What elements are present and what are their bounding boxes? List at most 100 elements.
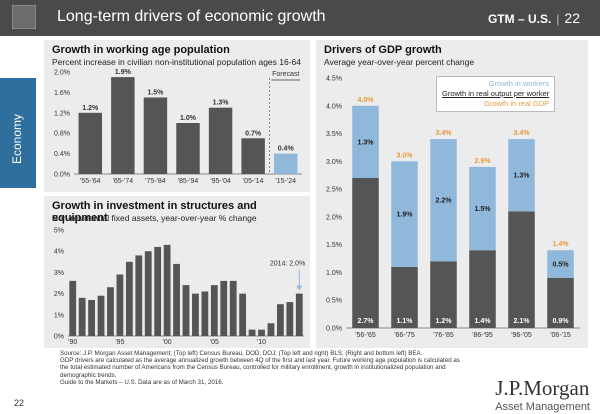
gdp-total-label: 2.9% [475,158,492,165]
y-tick-label: 1.0% [326,270,342,277]
bar [116,274,124,336]
gdp-total-label: 4.0% [358,97,375,104]
output-label: 1.1% [397,318,414,325]
bar-output-per-worker [391,266,418,328]
bar [69,280,77,336]
bar [273,153,298,174]
bar-workers [547,250,574,278]
y-tick-label: 1% [54,312,64,319]
y-tick-label: 0% [54,334,64,341]
y-tick-label: 5% [54,228,64,235]
y-tick-label: 3% [54,270,64,277]
y-tick-label: 2.0% [54,70,70,77]
y-tick-label: 1.2% [54,110,70,117]
bar [97,295,105,336]
x-tick-label: '55-'64 [80,178,101,185]
panel-working-age: Growth in working age population Percent… [44,40,310,192]
forecast-label: Forecast [272,71,299,78]
footnote-method: GDP drivers are calculated as the averag… [60,357,460,379]
bar [258,329,265,336]
workers-label: 2.2% [436,198,453,205]
x-tick-label: '90 [68,339,77,346]
bar-workers [352,105,379,178]
annotation-arrowhead [296,285,303,291]
bar-output-per-worker [508,211,535,328]
brand-name: J.P.Morgan [495,376,590,400]
data-label: 1.0% [180,115,197,122]
y-tick-label: 2.5% [326,187,342,194]
x-tick-label: '86-'95 [472,332,493,339]
output-label: 2.1% [514,318,531,325]
data-label: 0.7% [245,130,262,137]
footnote-guide: Guide to the Markets – U.S. Data are as … [60,378,224,386]
x-tick-label: '00 [163,339,172,346]
page-number: 22 [14,398,25,408]
bar [78,297,86,336]
bar-output-per-worker [352,178,379,328]
legend-workers: Growth in workers [488,79,550,88]
x-tick-label: '66-'75 [394,332,415,339]
bar-workers [469,166,496,251]
bar [173,263,180,336]
workers-label: 1.3% [358,139,375,146]
y-tick-label: 0.0% [54,172,70,179]
bar [286,302,294,336]
header-page-number: 22 [564,10,580,26]
x-tick-label: '10 [257,339,266,346]
gdp-total-label: 1.4% [553,241,570,248]
bar-workers [430,139,457,262]
x-tick-label: '95 [115,339,124,346]
chart-title: Drivers of GDP growth [324,44,442,56]
bar [78,112,103,174]
data-label: 1.9% [115,69,132,76]
workers-label: 1.5% [475,206,492,213]
x-tick-label: '15-'24 [275,178,296,185]
y-tick-label: 4% [54,249,64,256]
y-tick-label: 4.0% [326,103,342,110]
chart-subtitle: Non-residential fixed assets, year-over-… [52,213,257,223]
output-label: 2.7% [358,318,375,325]
legend-gdp: Growth in real GDP [484,99,550,108]
bar [88,299,95,336]
y-tick-label: 3.5% [326,131,342,138]
chart-legend: Growth in workers Growth in real output … [436,76,556,112]
bar [220,280,228,336]
bar [163,244,171,336]
bar [176,123,200,174]
y-tick-label: 0.0% [326,326,342,333]
bar [107,287,114,336]
x-tick-label: '85-'94 [178,178,199,185]
legend-output: Growth in real output per worker [442,89,550,98]
y-tick-label: 0.8% [54,131,70,138]
y-tick-label: 2.0% [326,214,342,221]
bar [208,107,233,174]
y-tick-label: 3.0% [326,159,342,166]
panel-investment: Growth in investment in structures and e… [44,196,310,348]
header-bar: Long-term drivers of economic growth GTM… [0,0,600,36]
brand-sub: Asset Management [495,401,590,413]
data-label: 1.3% [213,100,230,107]
investment-chart: 0% 1% 2% 3% 4% 5% '90 '95 '00 '05 '10 2014: 2.0% [54,228,305,347]
page-title: Long-term drivers of economic growth [57,8,326,25]
bar [239,293,247,336]
bar [210,285,218,336]
separator: | [556,12,560,26]
bar [295,293,303,336]
footnote-source: Source: J.P. Morgan Asset Management; (T… [60,350,423,357]
side-tab: Economy [0,78,36,188]
gdp-total-label: 3.4% [436,130,453,137]
y-tick-label: 4.5% [326,76,342,83]
bar-output-per-worker [430,261,457,328]
footnotes: Source: J.P. Morgan Asset Management; (T… [60,350,470,386]
y-tick-label: 1.6% [54,90,70,97]
bar-workers [391,161,418,267]
x-tick-label: '65-'74 [113,178,134,185]
x-tick-label: '06-'15 [550,332,571,339]
chart-subtitle: Average year-over-year percent change [324,57,475,67]
bar [229,280,237,336]
header-right: GTM – U.S. | 22 [488,10,580,26]
gdp-total-label: 3.0% [397,152,414,159]
x-tick-label: '76-'85 [433,332,454,339]
y-tick-label: 0.4% [54,151,70,158]
workers-label: 1.3% [514,173,531,180]
